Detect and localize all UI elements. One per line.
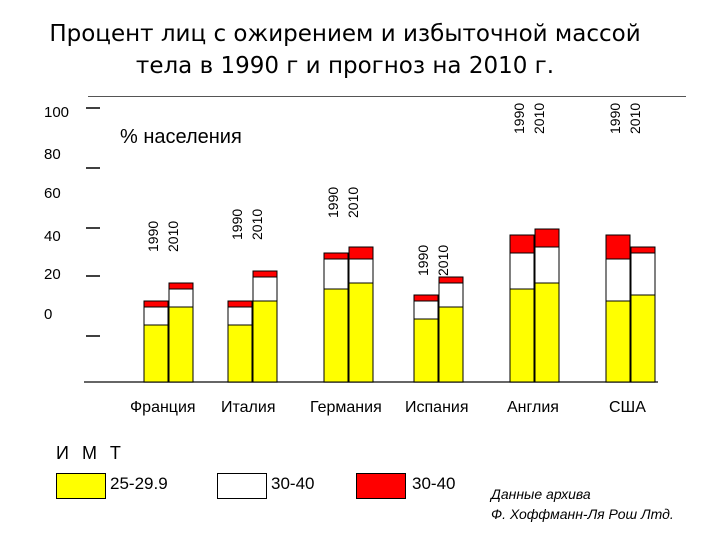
bar-segment-white <box>413 300 439 320</box>
bar-segment-yellow <box>323 288 349 383</box>
year-label: 1990 <box>229 209 245 240</box>
year-label: 2010 <box>435 245 451 276</box>
year-label: 1990 <box>145 221 161 252</box>
bar-segment-yellow <box>534 282 560 383</box>
legend-swatch-white <box>217 473 267 499</box>
year-label: 1990 <box>607 103 623 134</box>
chart-title-line-2: тела в 1990 г и прогноз на 2010 г. <box>135 53 555 79</box>
bar-segment-yellow <box>168 306 194 383</box>
bar-segment-white <box>630 252 656 296</box>
y-tick-label: 100 <box>44 104 69 121</box>
year-label: 2010 <box>165 221 181 252</box>
legend-swatch-yellow <box>56 473 106 499</box>
y-tick-label: 20 <box>44 266 61 283</box>
y-tick-label: 0 <box>44 306 52 323</box>
bar-segment-yellow <box>605 300 631 383</box>
x-tick-label: Италия <box>221 399 275 416</box>
year-label: 2010 <box>345 187 361 218</box>
source-note: Данные архива Ф. Хоффманн-Ля Рош Лтд. <box>491 484 674 524</box>
imt-label: И М Т <box>56 443 125 463</box>
bar-segment-white <box>348 258 374 284</box>
bar-segment-red <box>605 234 631 260</box>
year-label: 2010 <box>249 209 265 240</box>
x-tick-label: Англия <box>507 399 559 416</box>
bar-segment-white <box>227 306 253 326</box>
bar-segment-yellow <box>509 288 535 383</box>
unit-label: % населения <box>120 126 242 148</box>
x-tick-label: Франция <box>130 399 196 416</box>
source-line-1: Данные архива <box>491 486 591 502</box>
bar-segment-red <box>227 300 253 308</box>
bar-segment-yellow <box>348 282 374 383</box>
bar-segment-red <box>143 300 169 308</box>
bar-segment-red <box>438 276 464 284</box>
top-rule <box>88 96 686 97</box>
bar-segment-red <box>509 234 535 254</box>
legend-swatch-red <box>356 473 406 499</box>
chart-title-line-1: Процент лиц с ожирением и избыточной мас… <box>49 21 641 47</box>
legend-label-white: 30-40 <box>271 474 315 493</box>
bar-segment-red <box>534 228 560 248</box>
bar-segment-white <box>323 258 349 290</box>
y-tick-label: 40 <box>44 228 61 245</box>
bar-segment-red <box>168 282 194 290</box>
year-label: 1990 <box>511 103 527 134</box>
bar-segment-yellow <box>252 300 278 383</box>
bar-segment-yellow <box>630 294 656 383</box>
x-tick-label: США <box>609 399 646 416</box>
bar-segment-white <box>438 282 464 308</box>
bar-segment-yellow <box>227 324 253 383</box>
bar-segment-white <box>605 258 631 302</box>
chart-title: Процент лиц с ожирением и избыточной мас… <box>0 18 690 82</box>
bar-segment-red <box>630 246 656 254</box>
bar-segment-yellow <box>143 324 169 383</box>
bar-segment-white <box>509 252 535 290</box>
x-tick-label: Германия <box>310 399 382 416</box>
bar-segment-yellow <box>413 318 439 383</box>
bar-segment-red <box>413 294 439 302</box>
year-label: 2010 <box>627 103 643 134</box>
x-tick-label: Испания <box>405 399 469 416</box>
year-label: 2010 <box>531 103 547 134</box>
bar-segment-red <box>348 246 374 260</box>
year-label: 1990 <box>325 187 341 218</box>
bar-segment-white <box>252 276 278 302</box>
bar-segment-red <box>323 252 349 260</box>
bar-segment-white <box>168 288 194 308</box>
source-line-2: Ф. Хоффманн-Ля Рош Лтд. <box>491 506 674 522</box>
bar-segment-yellow <box>438 306 464 383</box>
y-tick-label: 80 <box>44 146 61 163</box>
year-label: 1990 <box>415 245 431 276</box>
y-tick-label: 60 <box>44 185 61 202</box>
legend-label-yellow: 25-29.9 <box>110 474 168 493</box>
bar-segment-white <box>534 246 560 284</box>
bar-segment-white <box>143 306 169 326</box>
bar-segment-red <box>252 270 278 278</box>
legend-label-red: 30-40 <box>412 474 456 493</box>
